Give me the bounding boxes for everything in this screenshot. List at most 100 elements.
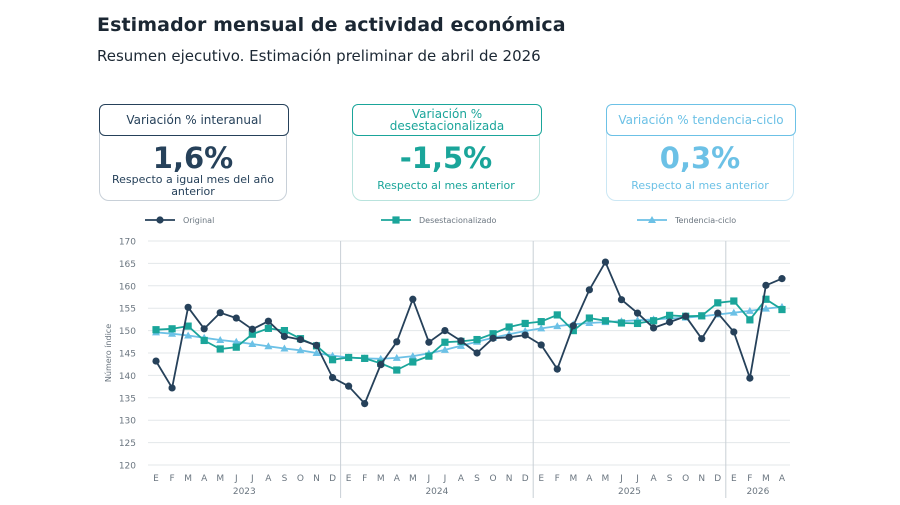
data-point-desestacionalizado — [666, 311, 674, 319]
data-point-tendencia-ciclo — [537, 324, 546, 332]
data-point-desestacionalizado — [345, 353, 353, 362]
data-point-desestacionalizado — [473, 335, 481, 344]
data-point-desestacionalizado — [168, 325, 176, 333]
data-point-tendencia-ciclo — [168, 329, 177, 337]
data-point-tendencia-ciclo — [729, 308, 738, 316]
y-tick-label: 170 — [119, 238, 136, 248]
legend-marker — [156, 216, 164, 224]
data-point-original — [232, 314, 240, 322]
x-tick-label: E — [731, 474, 737, 484]
data-point-tendencia-ciclo — [761, 304, 770, 312]
kpi-description-tendencia-ciclo: Respecto al mes anterior — [631, 179, 769, 192]
data-point-original — [569, 322, 577, 330]
data-point-tendencia-ciclo — [392, 353, 401, 361]
data-point-original — [505, 333, 513, 341]
year-label: 2023 — [233, 487, 256, 497]
data-point-desestacionalizado — [216, 345, 224, 353]
y-tick-label: 125 — [119, 439, 136, 449]
x-tick-label: J — [427, 474, 431, 484]
y-tick-label: 160 — [119, 282, 136, 292]
data-point-original — [264, 317, 272, 325]
x-tick-label: E — [153, 474, 159, 484]
y-tick-label: 155 — [119, 305, 136, 315]
kpi-value-tendencia-ciclo: 0,3% — [659, 141, 741, 175]
x-tick-label: D — [522, 474, 529, 484]
data-point-desestacionalizado — [425, 352, 433, 360]
legend-label: Tendencia-ciclo — [674, 216, 736, 225]
data-point-original — [585, 286, 593, 294]
data-point-original — [649, 324, 658, 332]
data-point-desestacionalizado — [393, 366, 401, 374]
data-point-desestacionalizado — [553, 311, 561, 319]
y-tick-label: 145 — [119, 350, 136, 360]
data-point-desestacionalizado — [585, 314, 593, 322]
data-point-desestacionalizado — [617, 319, 626, 327]
year-label: 2024 — [425, 487, 448, 497]
x-tick-label: J — [250, 474, 254, 484]
x-tick-label: D — [329, 474, 336, 484]
data-point-original — [152, 357, 160, 365]
y-axis-label: Número índice — [104, 324, 113, 382]
data-point-original — [425, 338, 433, 346]
kpi-label-tendencia-ciclo: Variación % tendencia-ciclo — [606, 104, 796, 136]
kpi-label-desestacionalizada: Variación % desestacionalizada — [352, 104, 542, 136]
x-tick-label: E — [538, 474, 544, 484]
data-point-tendencia-ciclo — [280, 344, 289, 352]
x-tick-label: A — [394, 474, 401, 484]
data-point-original — [633, 309, 642, 317]
x-tick-label: N — [313, 474, 320, 484]
data-point-tendencia-ciclo — [553, 322, 562, 330]
data-point-tendencia-ciclo — [184, 331, 193, 339]
data-point-original — [393, 338, 401, 346]
x-tick-label: M — [184, 474, 192, 484]
data-point-desestacionalizado — [152, 326, 160, 334]
data-point-desestacionalizado — [521, 319, 529, 328]
data-point-desestacionalizado — [200, 336, 208, 345]
data-point-original — [200, 325, 208, 333]
x-tick-label: A — [265, 474, 272, 484]
data-point-desestacionalizado — [762, 295, 770, 303]
x-tick-label: M — [762, 474, 770, 484]
legend-label: Original — [183, 216, 214, 225]
data-point-original — [746, 374, 754, 382]
data-point-desestacionalizado — [730, 297, 738, 305]
x-tick-label: M — [409, 474, 417, 484]
data-point-tendencia-ciclo — [216, 336, 225, 344]
x-tick-label: O — [297, 474, 304, 484]
data-point-original — [762, 281, 770, 289]
x-tick-label: M — [377, 474, 385, 484]
data-point-original — [377, 361, 385, 369]
kpi-value-interanual: 1,6% — [152, 141, 234, 175]
kpi-card-tendencia-ciclo: Variación % tendencia-ciclo 0,3% Respect… — [606, 104, 796, 201]
data-point-original — [216, 309, 224, 317]
y-tick-label: 165 — [119, 260, 136, 270]
x-tick-label: E — [346, 474, 352, 484]
data-point-tendencia-ciclo — [408, 352, 417, 360]
data-point-original — [666, 318, 674, 326]
data-point-desestacionalizado — [698, 312, 706, 320]
data-point-tendencia-ciclo — [312, 349, 321, 356]
data-point-original — [698, 335, 706, 343]
x-tick-label: F — [747, 474, 752, 484]
data-point-desestacionalizado — [505, 323, 513, 331]
page-subtitle: Resumen ejecutivo. Estimación preliminar… — [97, 47, 541, 65]
data-point-desestacionalizado — [649, 317, 658, 325]
x-tick-label: J — [635, 474, 639, 484]
data-point-original — [521, 331, 529, 339]
data-point-desestacionalizado — [280, 327, 289, 335]
x-tick-label: M — [602, 474, 610, 484]
legend-label: Desestacionalizado — [419, 216, 496, 225]
data-point-original — [312, 341, 321, 349]
data-point-original — [328, 374, 337, 382]
y-tick-label: 150 — [119, 327, 136, 337]
data-point-original — [296, 335, 305, 344]
x-tick-label: M — [216, 474, 224, 484]
legend-marker — [392, 216, 400, 224]
x-tick-label: O — [682, 474, 689, 484]
data-point-original — [168, 384, 176, 392]
y-tick-label: 120 — [119, 462, 136, 472]
data-point-desestacionalizado — [633, 319, 642, 328]
x-tick-label: A — [650, 474, 657, 484]
x-tick-label: S — [667, 474, 673, 484]
